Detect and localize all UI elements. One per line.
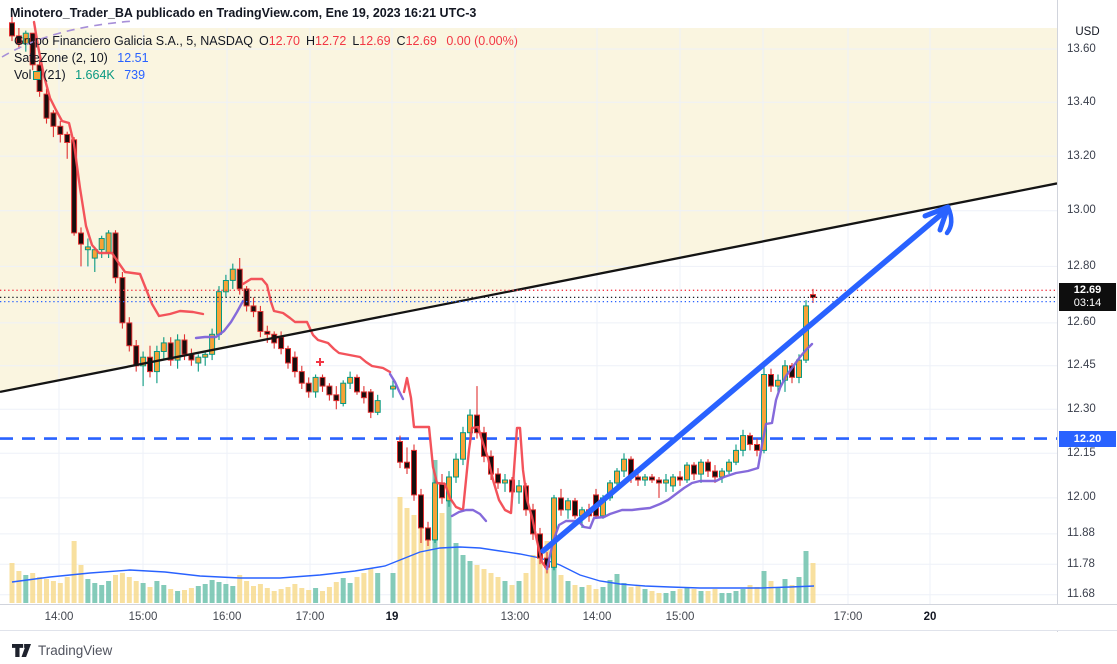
time-tick-label: 20 [923, 611, 937, 623]
ohlc-letter: L [352, 34, 360, 48]
price-tick-label: 11.78 [1067, 557, 1095, 570]
price-tick-label: 13.40 [1067, 95, 1096, 108]
volume-param: (21) [43, 68, 66, 82]
time-axis[interactable]: 14:00 15:00 16:00 17:00 19 13:00 14:00 15:00 17:… [0, 604, 1117, 631]
price-tick-label: 12.00 [1067, 491, 1096, 504]
legend-symbol-row[interactable]: Grupo Financiero Galicia S.A., 5, NASDAQ… [14, 33, 518, 50]
arrow-drawing[interactable] [540, 204, 954, 554]
current-price-box[interactable]: 12.69 03:14 [1059, 282, 1116, 311]
time-tick-label: 14:00 [44, 611, 74, 623]
price-tick-label: 12.60 [1067, 316, 1096, 329]
legend-volume-row[interactable]: Vol (21) 1.664K 739 [14, 67, 518, 84]
price-axis[interactable]: USD 13.60 13.40 13.20 13.00 12.80 12.60 12.45 1… [1057, 0, 1117, 632]
chart-canvas[interactable] [0, 0, 1057, 604]
legend-safezone-row[interactable]: SafeZone (2, 10) 12.51 [14, 50, 518, 67]
trend-wedge-fill [0, 28, 1057, 392]
price-tick-label: 12.30 [1067, 402, 1096, 415]
plus-marker[interactable] [316, 358, 324, 366]
price-tick-label: 12.45 [1067, 359, 1096, 372]
price-tick-label: 11.88 [1067, 527, 1095, 540]
level-price-label[interactable]: 12.20 [1059, 430, 1116, 447]
bar-countdown: 03:14 [1073, 296, 1102, 309]
price-tick-label: 13.00 [1067, 204, 1096, 217]
trendline-drawing[interactable] [0, 182, 1057, 394]
ohlc-value: 12.72 [315, 34, 347, 48]
tradingview-attribution[interactable]: TradingView [12, 640, 112, 660]
arc-drawing[interactable] [1, 20, 135, 58]
candles [9, 14, 816, 574]
current-price-value: 12.69 [1073, 283, 1102, 296]
volume-label[interactable]: Vol [14, 68, 32, 82]
time-tick-label: 19 [385, 611, 399, 623]
safezone-line [32, 20, 814, 571]
price-tick-label: 13.60 [1067, 42, 1096, 55]
volume-bars [9, 460, 816, 603]
ohlc-letter: C [396, 34, 406, 48]
time-tick-label: 15:00 [128, 611, 158, 623]
time-tick-label: 15:00 [665, 611, 695, 623]
price-tick-label: 12.15 [1067, 446, 1096, 459]
safezone-label[interactable]: SafeZone (2, 10) [14, 51, 108, 65]
ohlc-value: 12.69 [359, 34, 391, 48]
time-tick-label: 17:00 [295, 611, 325, 623]
volume-ma-value: 1.664K [75, 68, 115, 82]
volume-ma-line [11, 546, 815, 589]
tradingview-logo-text: TradingView [38, 642, 113, 658]
tradingview-logo-icon [12, 643, 31, 657]
ohlc-letter: H [306, 34, 316, 48]
publication-header: Minotero_Trader_BA publicado en TradingV… [10, 6, 477, 20]
time-tick-label: 16:00 [212, 611, 242, 623]
change-value: 0.00 (0.00%) [446, 34, 518, 48]
symbol-title[interactable]: Grupo Financiero Galicia S.A., 5, NASDAQ [14, 34, 253, 48]
price-tick-label: 12.80 [1067, 259, 1096, 272]
time-tick-label: 17:00 [833, 611, 863, 623]
ohlc-value: 12.69 [405, 34, 437, 48]
time-tick-label: 13:00 [500, 611, 530, 623]
volume-value: 739 [124, 68, 146, 82]
safezone-value: 12.51 [117, 51, 149, 65]
currency-label: USD [1075, 26, 1100, 38]
ohlc-values: O12.70 H12.72 L12.69 C12.69 [253, 34, 437, 48]
chart-legend[interactable]: Grupo Financiero Galicia S.A., 5, NASDAQ… [14, 33, 518, 84]
price-tick-label: 13.20 [1067, 149, 1096, 162]
volume-icon [33, 71, 42, 80]
price-tick-label: 11.68 [1067, 588, 1095, 601]
ohlc-letter: O [258, 34, 269, 48]
ohlc-value: 12.70 [268, 34, 300, 48]
time-tick-label: 14:00 [582, 611, 612, 623]
